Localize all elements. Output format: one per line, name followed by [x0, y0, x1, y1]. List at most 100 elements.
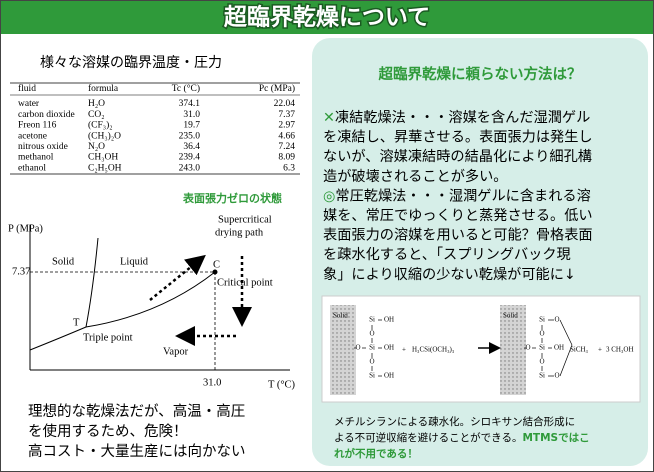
table-cell: (CF₃)₂: [88, 120, 113, 131]
table-header: fluid: [18, 83, 36, 94]
table-cell: H₂O: [88, 99, 105, 109]
table-cell: carbon dioxide: [18, 110, 75, 120]
chem-label: O: [539, 358, 544, 366]
path-arrow: [149, 254, 206, 301]
table-cell: acetone: [18, 131, 47, 141]
caption-highlight: れが不用である！: [334, 447, 418, 460]
bond: [559, 319, 573, 346]
chem-label: O: [539, 330, 544, 338]
caption-text: よる不可逆収縮を避けることができる。: [334, 431, 522, 444]
region-label: Solid: [52, 256, 75, 267]
table-header: Tc (°C): [172, 83, 200, 94]
axis-label: T (°C): [268, 379, 296, 390]
caption-text: メチルシランによる疎水化。シロキサン結合形成に: [334, 415, 575, 428]
solid-surface: [500, 305, 526, 395]
chem-label: +: [598, 346, 602, 354]
path-label: Supercritical: [218, 214, 272, 225]
chem-label: Si: [369, 344, 375, 352]
note-line: 高コスト・大量生産には向かない: [28, 443, 246, 460]
chem-label: O: [525, 344, 530, 352]
chem-label: O: [554, 372, 559, 380]
chem-label: O: [369, 330, 374, 338]
table-cell: ethanol: [18, 163, 46, 173]
table-header: Pc (MPa): [259, 83, 295, 94]
body-text: 凍結乾燥法・・・溶媒を含んだ湿潤ゲル: [335, 110, 590, 126]
header-title: 超臨界乾燥について: [224, 4, 430, 31]
chem-label: OH: [384, 344, 394, 352]
chem-label: Si: [539, 372, 545, 380]
body-text: 媒を、常圧でゆっくりと蒸発させる。低い: [323, 208, 593, 224]
subtitle: 様々な溶媒の臨界温度・圧力: [40, 55, 222, 71]
figure-box: [321, 295, 641, 403]
table-header: formula: [88, 83, 119, 94]
table-cell: 7.37: [278, 110, 295, 120]
point-label: Triple point: [83, 332, 133, 343]
body-text: ないが、溶媒凍結時の結晶化により細孔構: [323, 149, 592, 165]
table-cell: C₂H₅OH: [88, 163, 122, 173]
chem-figure: Solid Solid Si OH O Si O OH O Si OH Si O Si O OH O Si O O Si…: [330, 305, 634, 395]
chem-label: OH: [554, 344, 564, 352]
tick-label: 7.37: [12, 266, 30, 277]
bond: [559, 344, 573, 377]
bullet: ◎: [323, 188, 335, 204]
table-cell: Freon 116: [18, 121, 57, 131]
axis-label: P (MPa): [8, 223, 43, 234]
phase-diagram: [29, 225, 290, 371]
table-cell: CH₃OH: [88, 153, 118, 163]
body-line: 造が破壊されることが多い。: [323, 168, 507, 185]
bullet: ✕: [323, 110, 335, 126]
chem-label: Si: [369, 316, 375, 324]
chem-label: Si: [539, 344, 545, 352]
caption-line: れが不用である！: [334, 447, 418, 460]
chem-label: +: [402, 346, 406, 354]
solid-surface: [330, 305, 356, 395]
table-cell: nitrous oxide: [18, 142, 68, 152]
critical-dot: [212, 269, 218, 275]
body-line: を疎水化すると、「スプリングバック現: [323, 247, 571, 263]
table-cell: 374.1: [179, 99, 201, 109]
body-text: を凍結し、昇華させる。表面張力は発生し: [323, 130, 593, 146]
body-text: 象」により収縮の少ない乾燥が可能に↓: [323, 267, 576, 283]
caption-highlight: MTMSではこ: [522, 432, 589, 444]
diagram-caption: 表面張力ゼロの状態: [182, 191, 282, 205]
melting-curve: [85, 237, 99, 328]
chem-label: OH: [384, 316, 394, 324]
chem-label: H₃CSi(OCH₃)₃: [412, 346, 455, 354]
panel-title: 超臨界乾燥に頼らない方法は？: [378, 65, 582, 83]
table-cell: 22.04: [274, 99, 296, 109]
body-line: 表面張力の溶媒を用いると可能？骨格表面: [323, 228, 593, 244]
chem-label: 3 CH₃OH: [606, 346, 634, 354]
body-line: 媒を、常圧でゆっくりと蒸発させる。低い: [323, 208, 593, 224]
header-bar: [1, 1, 653, 34]
chem-label: Si: [369, 372, 375, 380]
body-line: ないが、溶媒凍結時の結晶化により細孔構: [323, 149, 592, 165]
body-text: 表面張力の溶媒を用いると可能？骨格表面: [323, 228, 593, 244]
chem-label: OH: [384, 372, 394, 380]
table-cell: N₂O: [88, 142, 105, 152]
caption-line: メチルシランによる疎水化。シロキサン結合形成に: [334, 415, 575, 428]
table-cell: water: [18, 99, 40, 109]
chem-label: O: [554, 316, 559, 324]
table-cell: 36.4: [183, 142, 200, 152]
tick-label: 31.0: [203, 377, 221, 388]
chem-label: Solid: [503, 312, 518, 320]
table-cell: 239.4: [179, 153, 201, 163]
table-cell: 19.7: [183, 121, 200, 131]
caption-line: よる不可逆収縮を避けることができる。MTMSではこ: [334, 431, 590, 444]
path-label: drying path: [215, 227, 264, 238]
body-line: ✕凍結乾燥法・・・溶媒を含んだ湿潤ゲル: [323, 110, 590, 126]
table-cell: methanol: [18, 153, 54, 163]
chem-label: Solid: [333, 312, 348, 320]
body-text: 常圧乾燥法・・・湿潤ゲルに含まれる溶: [335, 188, 590, 204]
point-label: C: [213, 259, 220, 270]
note-line: 理想的な乾燥法だが、高温・高圧: [28, 403, 245, 420]
table-cell: 243.0: [179, 163, 201, 173]
table-cell: 6.3: [283, 163, 295, 173]
body-line: ◎常圧乾燥法・・・湿潤ゲルに含まれる溶: [323, 188, 591, 204]
chem-label: SiCH₃: [570, 346, 589, 354]
point-label: Critical point: [217, 277, 273, 288]
chem-label: O: [369, 358, 374, 366]
vaporization-curve: [85, 271, 216, 328]
